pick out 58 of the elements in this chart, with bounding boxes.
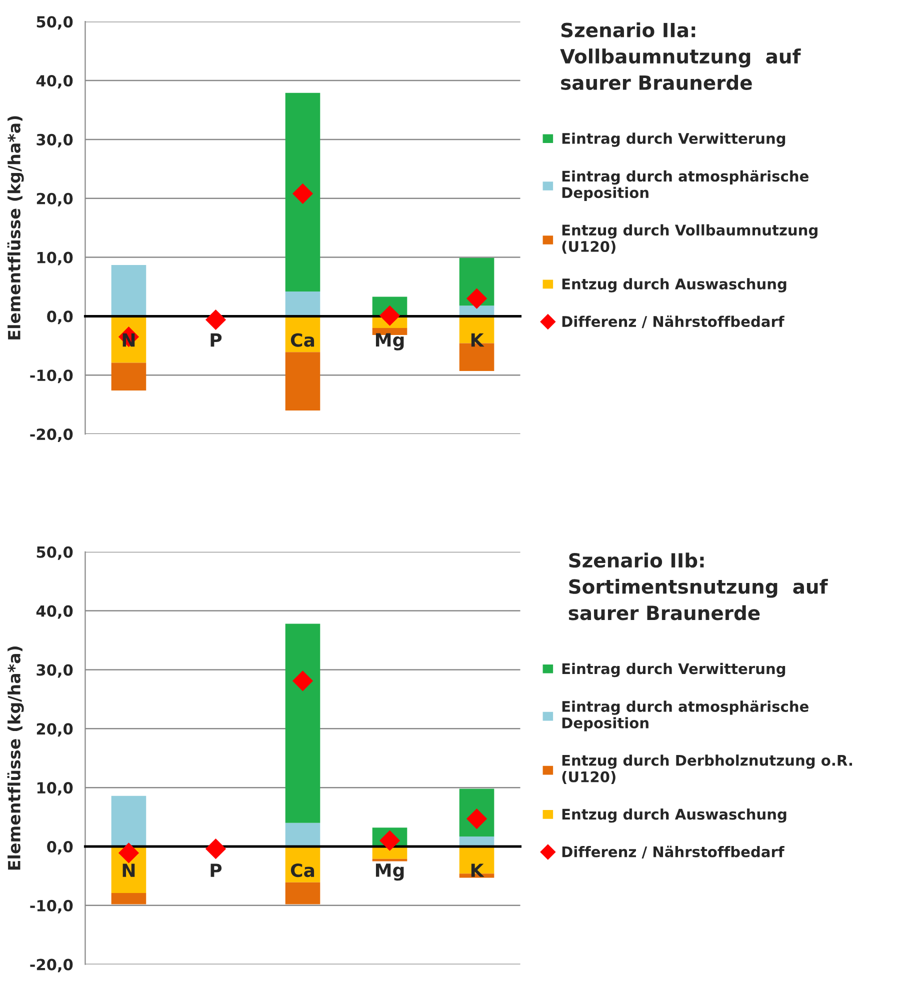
- bar: [285, 882, 320, 904]
- x-tick-label: N: [122, 333, 135, 347]
- y-tick-label: -10,0: [30, 370, 73, 384]
- x-tick-label: N: [122, 864, 135, 877]
- x-tick-label: K: [471, 333, 484, 347]
- bar: [285, 822, 320, 846]
- point: [466, 288, 488, 309]
- point: [379, 830, 400, 851]
- legend-label: Entzug durch Vollbaumnutzung (U120): [562, 224, 818, 254]
- y-tick-label: 10,0: [37, 782, 73, 796]
- y-tick-label: 40,0: [36, 74, 73, 88]
- bar: [285, 291, 320, 316]
- y-tick-label: 20,0: [36, 192, 73, 206]
- legend-title: Szenario IIb: Sortimentsnutzung auf saurer Braunerde: [568, 552, 828, 620]
- x-tick-label: P: [210, 864, 222, 877]
- y-tick-label: 50,0: [36, 546, 73, 560]
- y-tick-label: 0,0: [47, 310, 73, 324]
- x-tick-label: Mg: [376, 333, 404, 350]
- x-tick-label: Ca: [290, 333, 314, 347]
- y-axis-title: Elementflüsse (kg/ha*a): [7, 116, 24, 340]
- legend-label: Eintrag durch Verwitterung: [562, 132, 786, 147]
- y-tick-label: -20,0: [30, 958, 73, 972]
- point: [292, 670, 314, 692]
- bar: [285, 352, 320, 410]
- point: [379, 305, 400, 326]
- legend-label: Eintrag durch atmosphärische Deposition: [562, 170, 808, 201]
- legend-label: Differenz / Nährstoffbedarf: [562, 846, 784, 858]
- y-axis-title: Elementflüsse (kg/ha*a): [7, 646, 24, 870]
- y-tick-label: -10,0: [30, 900, 73, 914]
- y-tick-label: -20,0: [30, 428, 73, 442]
- legend-title: Szenario IIa: Vollbaumnutzung auf saurer Braunerde: [560, 22, 801, 90]
- y-tick-label: 30,0: [36, 134, 73, 148]
- bar: [285, 624, 320, 823]
- legend-label: Entzug durch Auswaschung: [562, 278, 786, 292]
- legend-label: Entzug durch Derbholznutzung o.R. (U120): [562, 754, 852, 784]
- x-tick-label: Mg: [376, 864, 404, 881]
- legend-label: Eintrag durch Verwitterung: [562, 662, 786, 678]
- bar: [111, 362, 146, 390]
- x-tick-label: Ca: [290, 863, 314, 878]
- point: [205, 309, 226, 330]
- bar: [111, 893, 146, 904]
- bar: [111, 264, 146, 316]
- bar: [111, 796, 146, 846]
- legend-label: Eintrag durch atmosphärische Deposition: [562, 700, 808, 732]
- y-tick-label: 30,0: [36, 664, 73, 678]
- y-tick-label: 10,0: [37, 252, 73, 266]
- point: [118, 842, 140, 864]
- x-tick-label: K: [471, 864, 484, 877]
- legend-label: Differenz / Nährstoffbedarf: [562, 316, 784, 328]
- y-tick-label: 20,0: [36, 723, 73, 737]
- point: [292, 183, 314, 204]
- bar: [285, 92, 320, 292]
- y-tick-label: 40,0: [36, 605, 73, 619]
- legend-label: Entzug durch Auswaschung: [562, 808, 786, 823]
- point: [205, 838, 226, 860]
- x-tick-label: P: [210, 333, 222, 347]
- y-tick-label: 50,0: [36, 16, 73, 30]
- y-tick-label: 0,0: [47, 840, 73, 854]
